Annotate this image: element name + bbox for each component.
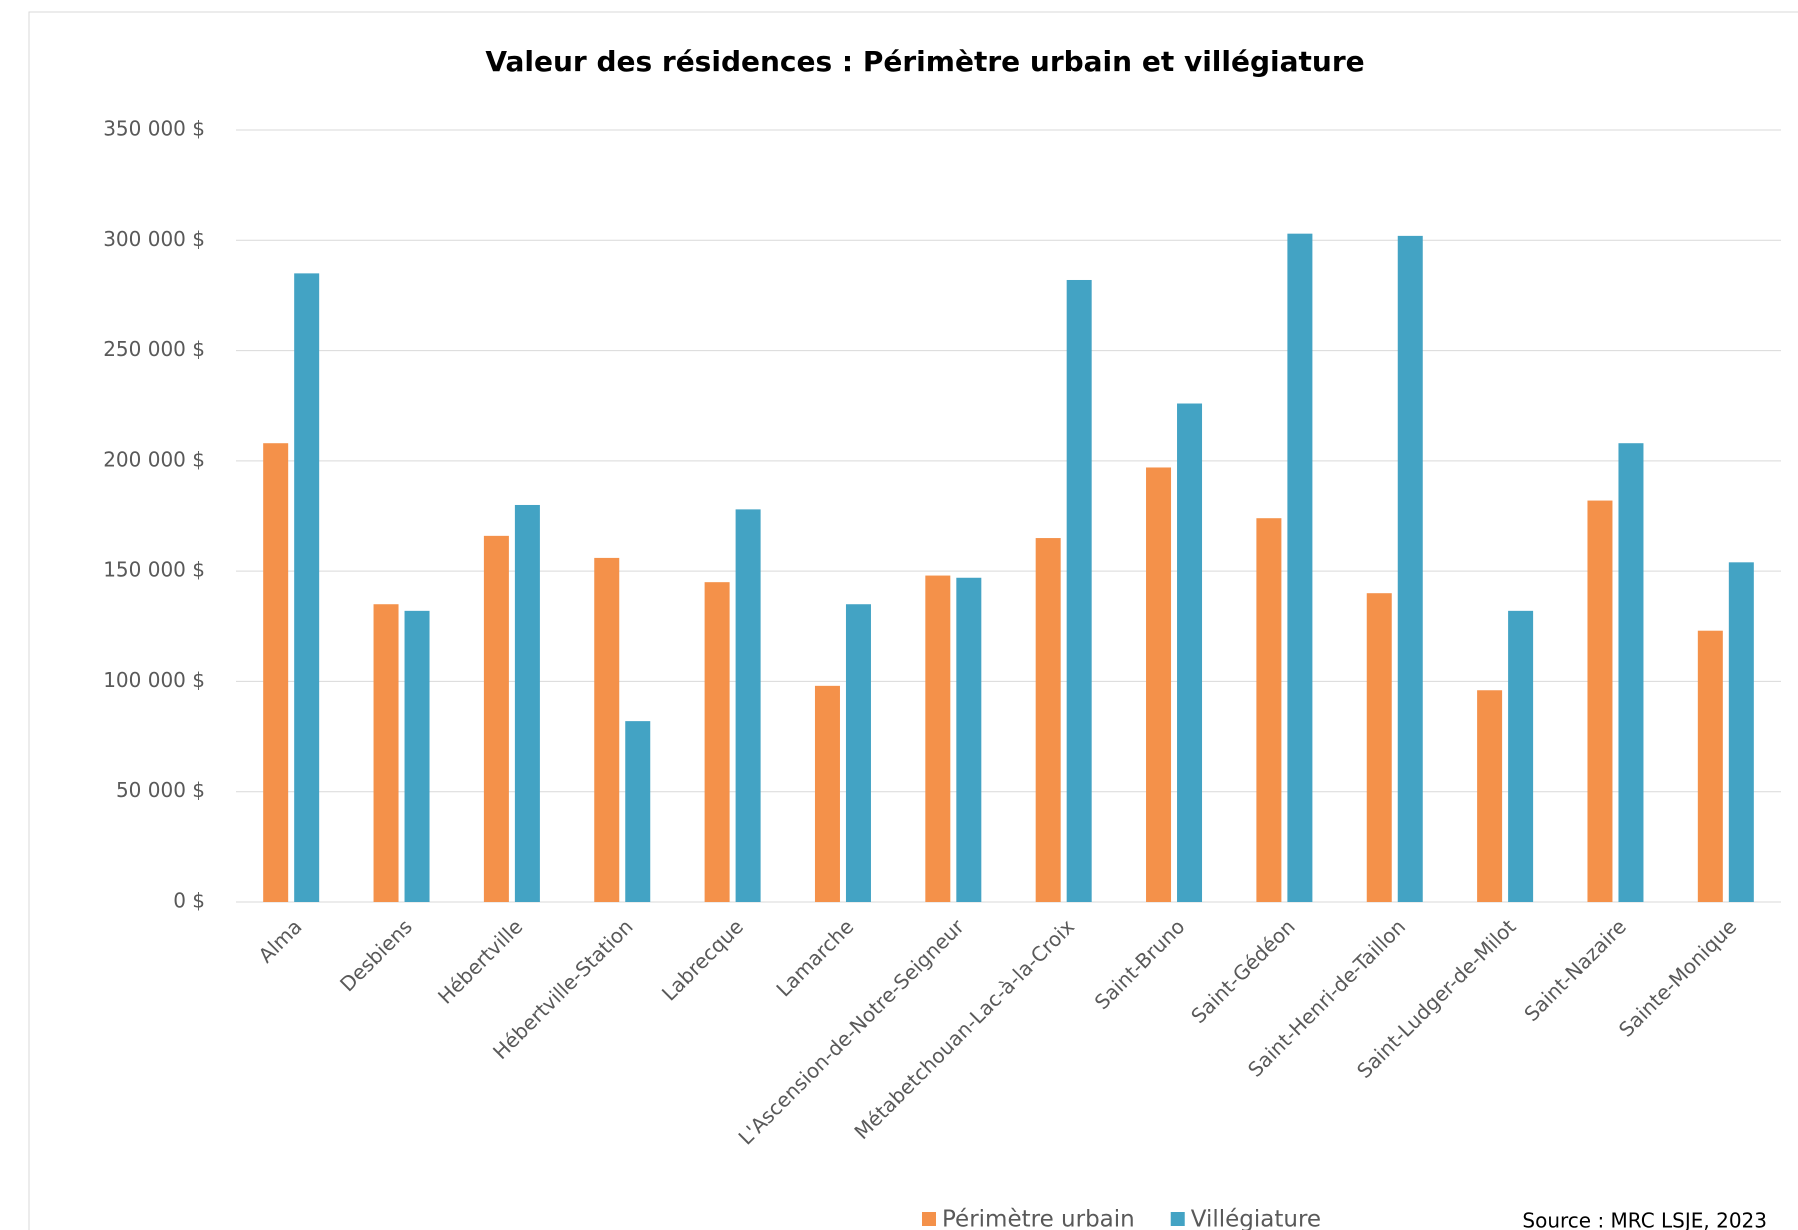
bar (1177, 403, 1203, 902)
chart-title: Valeur des résidences : Périmètre urbain… (485, 45, 1364, 78)
x-tick-label: Labrecque (657, 914, 748, 1005)
bar (814, 685, 840, 902)
bar (1035, 538, 1061, 902)
x-tick-label: L'Ascension-de-Notre-Seigneur (734, 914, 970, 1150)
x-tick-label: Lamarche (771, 914, 858, 1001)
y-tick-label: 150 000 $ (103, 558, 205, 582)
y-tick-label: 200 000 $ (103, 447, 205, 471)
bar (404, 610, 430, 902)
bar (925, 575, 951, 902)
x-tick-label: Saint-Bruno (1090, 914, 1190, 1014)
y-tick-label: 50 000 $ (116, 778, 205, 802)
bar (1256, 518, 1282, 902)
x-tick-label: Alma (254, 914, 307, 967)
bar (483, 535, 509, 902)
x-tick-label: Hébertville (433, 914, 527, 1008)
y-tick-label: 0 $ (173, 889, 205, 913)
x-tick-label: Desbiens (335, 914, 417, 996)
x-tick-label: Saint-Gédéon (1186, 914, 1300, 1028)
bar (704, 582, 730, 902)
source: Source : MRC LSJE, 2023 (1522, 1209, 1767, 1230)
y-tick-label: 300 000 $ (103, 227, 205, 251)
bar (1728, 562, 1754, 902)
bar (1146, 467, 1172, 902)
bar (1587, 500, 1613, 902)
bar (625, 721, 651, 902)
bar (1287, 233, 1313, 902)
x-tick-label: Métabetchouan-Lac-à-la-Croix (849, 914, 1079, 1144)
x-tick-label: Sainte-Monique (1614, 914, 1741, 1041)
bar (1508, 610, 1534, 902)
bar (956, 577, 982, 902)
bar (594, 557, 620, 902)
legend-swatch (1170, 1212, 1185, 1226)
legend-swatch (922, 1212, 936, 1226)
legend-label: Villégiature (1191, 1207, 1321, 1230)
bar (1618, 443, 1644, 902)
bar (1066, 279, 1092, 902)
bar (1397, 235, 1423, 903)
y-tick-label: 250 000 $ (103, 337, 205, 361)
legend-label: Périmètre urbain (942, 1207, 1135, 1230)
bar (294, 273, 320, 902)
bar (1697, 630, 1723, 902)
bar (373, 604, 399, 902)
bar (514, 504, 540, 902)
bar (263, 443, 289, 902)
chart-frame (28, 11, 1798, 1230)
bar (735, 509, 761, 902)
y-tick-label: 350 000 $ (103, 117, 205, 141)
x-tick-label: Saint-Nazaire (1519, 914, 1631, 1026)
y-tick-label: 100 000 $ (103, 668, 205, 692)
bar (845, 604, 871, 902)
bar (1477, 690, 1503, 902)
bar (1366, 593, 1392, 902)
